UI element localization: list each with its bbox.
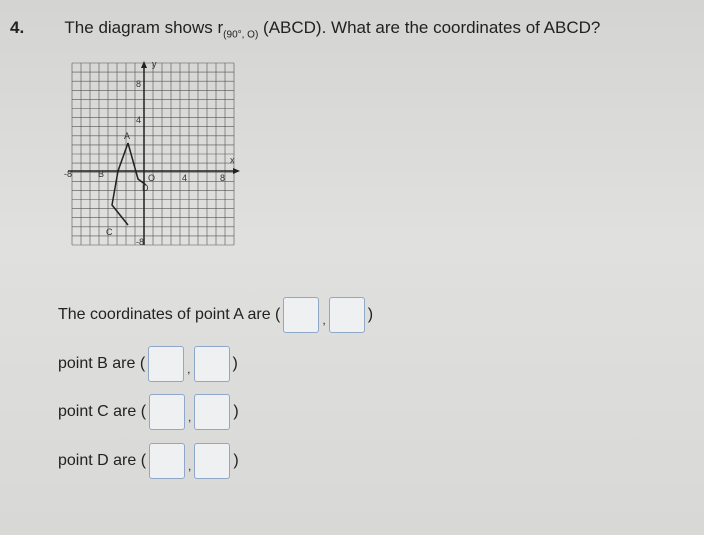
- close-paren: ): [233, 403, 239, 420]
- tick-label: 8: [136, 79, 141, 89]
- question-text: The diagram shows: [64, 18, 213, 37]
- coordinate-grid: y x O 8 4 -8 -8 4 8 A B C D: [64, 59, 240, 247]
- input-box[interactable]: [149, 443, 186, 479]
- separator: ,: [187, 362, 191, 376]
- answer-row: point B are (,): [58, 346, 238, 382]
- shape-edge: [127, 142, 147, 186]
- input-box[interactable]: [149, 394, 186, 430]
- axis-label: x: [230, 155, 235, 165]
- rotation-symbol: r: [217, 18, 224, 37]
- answer-row: point D are (,): [58, 443, 239, 479]
- answer-row: The coordinates of point A are (,): [58, 297, 373, 333]
- answer-label: point B are (: [58, 355, 146, 372]
- input-box[interactable]: [194, 394, 231, 430]
- grid: [71, 62, 235, 246]
- input-box[interactable]: [283, 297, 320, 333]
- close-paren: ): [232, 355, 238, 372]
- tick-label: 4: [182, 173, 187, 183]
- tick-label: 8: [220, 173, 225, 183]
- answer-label: The coordinates of point A are (: [58, 306, 281, 323]
- vertex-label: A: [124, 131, 130, 141]
- vertex-label: D: [142, 183, 149, 193]
- axis-label: y: [152, 59, 157, 69]
- input-box[interactable]: [328, 297, 365, 333]
- answer-label: point C are (: [58, 403, 147, 420]
- question: 4. The diagram shows r(90°, O) (ABCD). W…: [10, 18, 600, 40]
- vertex-label: B: [98, 169, 104, 179]
- arrow: [141, 61, 147, 68]
- tick-label: -8: [64, 169, 72, 179]
- question-text: (ABCD). What are the coordinates of ABCD…: [263, 18, 601, 37]
- separator: ,: [322, 313, 326, 327]
- separator: ,: [188, 459, 192, 473]
- question-number: 4.: [10, 18, 25, 37]
- close-paren: ): [233, 452, 239, 469]
- vertex-label: C: [106, 227, 113, 237]
- tick-label: 4: [136, 115, 141, 125]
- tick-label: -8: [136, 237, 144, 247]
- input-box[interactable]: [148, 346, 185, 382]
- input-box[interactable]: [194, 443, 231, 479]
- shape-edge: [111, 142, 129, 226]
- input-box[interactable]: [193, 346, 230, 382]
- rotation-subscript: (90°, O): [223, 29, 259, 41]
- close-paren: ): [367, 306, 374, 323]
- arrow: [233, 168, 240, 174]
- origin-label: O: [148, 173, 155, 183]
- separator: ,: [188, 410, 192, 424]
- answer-label: point D are (: [58, 452, 147, 469]
- answer-row: point C are (,): [58, 394, 239, 430]
